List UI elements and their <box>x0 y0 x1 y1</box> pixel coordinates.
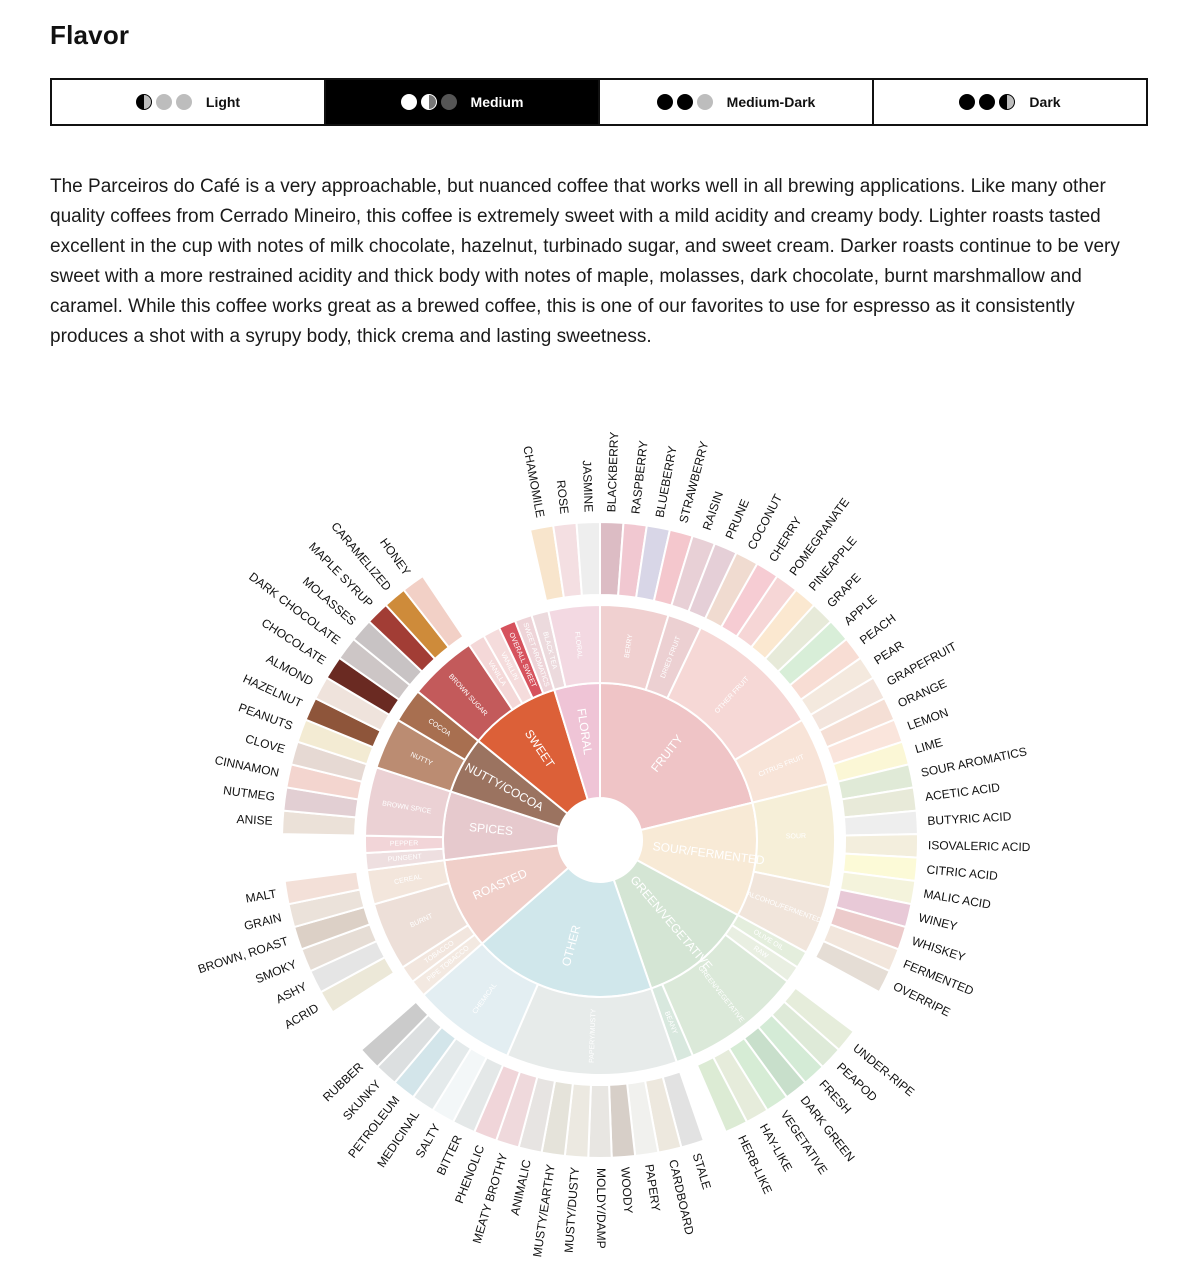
subcategory-label: PEPPER <box>390 840 419 848</box>
flavor-label: MALIC ACID <box>922 887 992 912</box>
flavor-label: JASMINE <box>580 460 596 512</box>
flavor-label: CITRIC ACID <box>926 862 999 883</box>
coffee-description: The Parceiros do Café is a very approach… <box>50 176 1120 347</box>
subcategory-label: PAPERY/MUSTY <box>589 1008 598 1063</box>
flavor-label: LIME <box>913 735 944 756</box>
flavor-label: BUTYRIC ACID <box>927 809 1012 828</box>
roast-dots-icon <box>400 94 457 110</box>
flavor-label: PRUNE <box>723 497 752 541</box>
subcategory-label: BERRY <box>624 633 635 658</box>
tab-label: Light <box>205 94 241 110</box>
flavor-label: STALE <box>690 1151 714 1191</box>
flavor-label: PEANUTS <box>237 700 295 733</box>
flavor-label: SMOKY <box>253 957 298 986</box>
flavor-label: NUTMEG <box>222 783 275 804</box>
tab-label: Dark <box>1029 94 1061 110</box>
flavor-label: CARDBOARD <box>666 1158 697 1236</box>
flavor-label: MALT <box>245 886 279 905</box>
dot-icon <box>696 94 713 110</box>
tab-medium-dark[interactable]: Medium-Dark <box>600 80 874 124</box>
flavor-label: ACRID <box>282 1001 322 1032</box>
flavor-label: ISOVALERIC ACID <box>928 838 1031 854</box>
flavor-label: WINEY <box>917 910 959 933</box>
flavor-label: RASPBERRY <box>629 440 651 515</box>
flavor-segment <box>283 870 362 906</box>
flavor-label: PAPERY <box>642 1163 663 1212</box>
flavor-label: CLOVE <box>244 732 287 757</box>
flavor-segment <box>587 1083 613 1160</box>
flavor-label: ROSE <box>554 479 572 514</box>
dot-icon <box>420 94 437 110</box>
flavor-segment <box>402 574 465 649</box>
wheel-center <box>558 798 642 882</box>
dot-icon <box>135 94 152 110</box>
roast-dots-icon <box>959 94 1016 110</box>
dot-icon <box>155 94 172 110</box>
flavor-label: CHAMOMILE <box>520 445 547 519</box>
flavor-label: BITTER <box>434 1133 465 1178</box>
flavor-segment <box>575 520 601 597</box>
subcategory-label: PUNGENT <box>388 853 423 863</box>
flavor-label: BLACKBERRY <box>604 432 621 513</box>
flavor-label: MOLDY/DAMP <box>594 1168 608 1249</box>
flavor-label: ACETIC ACID <box>924 780 1001 804</box>
flavor-label: SALTY <box>413 1121 444 1160</box>
flavor-label: POMEGRANATE <box>786 495 852 578</box>
subcategory-label: SOUR <box>786 833 806 840</box>
flavor-label: ANISE <box>236 812 273 828</box>
flavor-label: MUSTY/EARTHY <box>530 1163 558 1258</box>
dot-icon <box>959 94 976 110</box>
category-label: FLORAL <box>574 707 595 756</box>
dot-icon <box>656 94 673 110</box>
category-label: SPICES <box>468 820 513 838</box>
flavor-label: WOODY <box>618 1167 635 1215</box>
flavor-label: ANIMALIC <box>508 1158 534 1217</box>
flavor-label: RAISIN <box>700 490 726 532</box>
roast-dots-icon <box>656 94 713 110</box>
flavor-wheel: BLACKBERRY RASPBERRY BLUEBERRYSTRAWBERRYBE… <box>196 432 1031 1259</box>
flavor-label: MUSTY/DUSTY <box>562 1167 582 1254</box>
roast-level-tabs: Light Medium Medium-Dark Dark <box>50 78 1148 126</box>
dot-icon <box>979 94 996 110</box>
flavor-label: BLUEBERRY <box>653 445 680 519</box>
dot-icon <box>400 94 417 110</box>
dot-icon <box>999 94 1016 110</box>
flavor-segment <box>695 1055 749 1134</box>
flavor-title: Flavor <box>50 20 130 50</box>
tab-label: Medium-Dark <box>726 94 816 110</box>
flavor-label: CARAMELIZED <box>328 519 394 593</box>
subcategory-floral <box>547 603 601 689</box>
subcategory-label: FLORAL <box>573 631 583 659</box>
dot-icon <box>440 94 457 110</box>
tab-dark[interactable]: Dark <box>874 80 1146 124</box>
flavor-label: WHISKEY <box>910 934 967 964</box>
dot-icon <box>175 94 192 110</box>
tab-light[interactable]: Light <box>52 80 326 124</box>
flavor-segment <box>359 1000 430 1069</box>
tab-medium[interactable]: Medium <box>326 80 600 124</box>
flavor-label: PEAR <box>871 638 906 668</box>
flavor-segment <box>813 939 892 994</box>
flavor-label: ASHY <box>274 979 310 1006</box>
flavor-label: GRAIN <box>243 910 283 933</box>
dot-icon <box>676 94 693 110</box>
roast-dots-icon <box>135 94 192 110</box>
flavor-label: CINNAMON <box>214 753 281 780</box>
tab-label: Medium <box>470 94 524 110</box>
flavor-label: LEMON <box>905 705 950 733</box>
